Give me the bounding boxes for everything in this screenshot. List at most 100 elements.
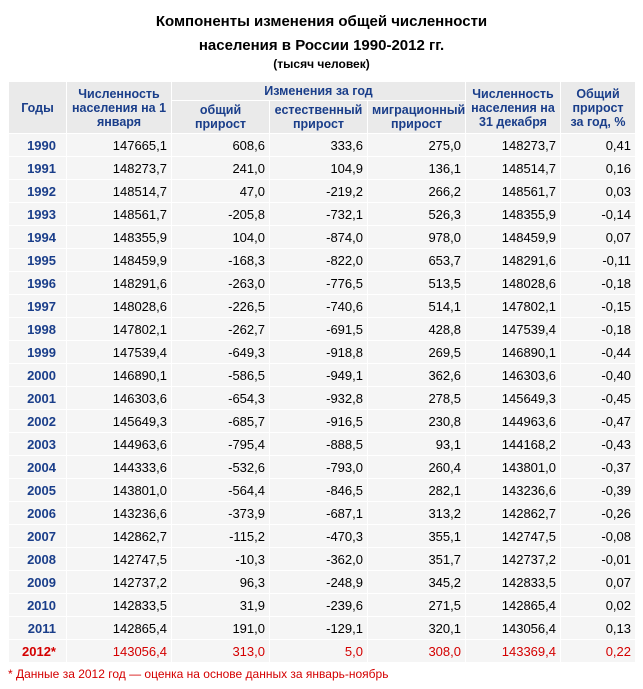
cell-natural-growth: -888,5 [270, 433, 368, 456]
cell-pct: -0,39 [561, 479, 636, 502]
cell-migration-growth: 275,0 [368, 134, 466, 157]
cell-pct: -0,47 [561, 410, 636, 433]
cell-migration-growth: 513,5 [368, 272, 466, 295]
cell-pop-jan: 143236,6 [67, 502, 172, 525]
cell-pct: -0,11 [561, 249, 636, 272]
cell-total-growth: -262,7 [172, 318, 270, 341]
col-header-natural-growth: естественный прирост [270, 101, 368, 134]
cell-total-growth: -10,3 [172, 548, 270, 571]
cell-pop-jan: 148514,7 [67, 180, 172, 203]
cell-pct: 0,07 [561, 571, 636, 594]
cell-year: 2000 [9, 364, 67, 387]
table-row: 1993148561,7-205,8-732,1526,3148355,9-0,… [9, 203, 636, 226]
cell-migration-growth: 313,2 [368, 502, 466, 525]
cell-pop-jan: 145649,3 [67, 410, 172, 433]
col-header-pct: Общий прирост за год, % [561, 82, 636, 134]
cell-pop-dec: 147802,1 [466, 295, 561, 318]
table-row: 1999147539,4-649,3-918,8269,5146890,1-0,… [9, 341, 636, 364]
cell-natural-growth: -239,6 [270, 594, 368, 617]
table-row: 2012*143056,4313,05,0308,0143369,40,22 [9, 640, 636, 663]
cell-year: 2012* [9, 640, 67, 663]
cell-migration-growth: 282,1 [368, 479, 466, 502]
table-row: 1990147665,1608,6333,6275,0148273,70,41 [9, 134, 636, 157]
cell-pop-jan: 146890,1 [67, 364, 172, 387]
cell-natural-growth: 333,6 [270, 134, 368, 157]
cell-year: 2011 [9, 617, 67, 640]
cell-year: 2007 [9, 525, 67, 548]
cell-natural-growth: -740,6 [270, 295, 368, 318]
table-row: 2009142737,296,3-248,9345,2142833,50,07 [9, 571, 636, 594]
table-row: 2001146303,6-654,3-932,8278,5145649,3-0,… [9, 387, 636, 410]
cell-pop-dec: 142747,5 [466, 525, 561, 548]
cell-pct: 0,41 [561, 134, 636, 157]
table-row: 2006143236,6-373,9-687,1313,2142862,7-0,… [9, 502, 636, 525]
cell-year: 2006 [9, 502, 67, 525]
cell-total-growth: -205,8 [172, 203, 270, 226]
cell-total-growth: -586,5 [172, 364, 270, 387]
cell-pct: -0,37 [561, 456, 636, 479]
cell-natural-growth: -691,5 [270, 318, 368, 341]
cell-pct: 0,16 [561, 157, 636, 180]
title-line-2: населения в России 1990-2012 гг. [8, 36, 635, 56]
cell-pop-dec: 143801,0 [466, 456, 561, 479]
cell-pop-dec: 148355,9 [466, 203, 561, 226]
cell-year: 2002 [9, 410, 67, 433]
cell-migration-growth: 278,5 [368, 387, 466, 410]
cell-natural-growth: -918,8 [270, 341, 368, 364]
cell-year: 1998 [9, 318, 67, 341]
cell-migration-growth: 266,2 [368, 180, 466, 203]
cell-natural-growth: -822,0 [270, 249, 368, 272]
cell-migration-growth: 269,5 [368, 341, 466, 364]
cell-pct: -0,08 [561, 525, 636, 548]
cell-pop-dec: 143369,4 [466, 640, 561, 663]
cell-pop-dec: 146890,1 [466, 341, 561, 364]
cell-year: 2001 [9, 387, 67, 410]
cell-pop-jan: 148459,9 [67, 249, 172, 272]
cell-year: 1990 [9, 134, 67, 157]
cell-pct: -0,18 [561, 318, 636, 341]
cell-pop-dec: 148291,6 [466, 249, 561, 272]
cell-total-growth: 47,0 [172, 180, 270, 203]
cell-pop-jan: 146303,6 [67, 387, 172, 410]
cell-pop-dec: 142833,5 [466, 571, 561, 594]
cell-pct: -0,43 [561, 433, 636, 456]
cell-pop-dec: 143236,6 [466, 479, 561, 502]
cell-natural-growth: -874,0 [270, 226, 368, 249]
table-row: 1997148028,6-226,5-740,6514,1147802,1-0,… [9, 295, 636, 318]
cell-pct: -0,15 [561, 295, 636, 318]
table-row: 1998147802,1-262,7-691,5428,8147539,4-0,… [9, 318, 636, 341]
cell-pct: -0,01 [561, 548, 636, 571]
cell-natural-growth: 104,9 [270, 157, 368, 180]
population-table: Годы Численность населения на 1 января И… [8, 81, 636, 663]
cell-pct: -0,14 [561, 203, 636, 226]
cell-pct: -0,44 [561, 341, 636, 364]
cell-total-growth: -532,6 [172, 456, 270, 479]
col-header-year: Годы [9, 82, 67, 134]
col-header-migration-growth: миграционный прирост [368, 101, 466, 134]
table-row: 1994148355,9104,0-874,0978,0148459,90,07 [9, 226, 636, 249]
cell-pop-dec: 147539,4 [466, 318, 561, 341]
col-header-pop-jan: Численность населения на 1 января [67, 82, 172, 134]
cell-natural-growth: -248,9 [270, 571, 368, 594]
table-row: 1996148291,6-263,0-776,5513,5148028,6-0,… [9, 272, 636, 295]
table-row: 2007142862,7-115,2-470,3355,1142747,5-0,… [9, 525, 636, 548]
cell-pop-jan: 148273,7 [67, 157, 172, 180]
cell-pop-dec: 142865,4 [466, 594, 561, 617]
cell-pop-dec: 146303,6 [466, 364, 561, 387]
cell-pop-jan: 142833,5 [67, 594, 172, 617]
cell-pop-dec: 142737,2 [466, 548, 561, 571]
table-row: 1992148514,747,0-219,2266,2148561,70,03 [9, 180, 636, 203]
cell-pop-dec: 148028,6 [466, 272, 561, 295]
cell-migration-growth: 978,0 [368, 226, 466, 249]
footnote: * Данные за 2012 год — оценка на основе … [8, 667, 635, 681]
cell-total-growth: -649,3 [172, 341, 270, 364]
cell-total-growth: -263,0 [172, 272, 270, 295]
cell-migration-growth: 351,7 [368, 548, 466, 571]
cell-total-growth: -373,9 [172, 502, 270, 525]
cell-migration-growth: 355,1 [368, 525, 466, 548]
cell-pop-jan: 148291,6 [67, 272, 172, 295]
cell-pop-jan: 143801,0 [67, 479, 172, 502]
cell-total-growth: 96,3 [172, 571, 270, 594]
cell-pop-dec: 148273,7 [466, 134, 561, 157]
cell-total-growth: 313,0 [172, 640, 270, 663]
